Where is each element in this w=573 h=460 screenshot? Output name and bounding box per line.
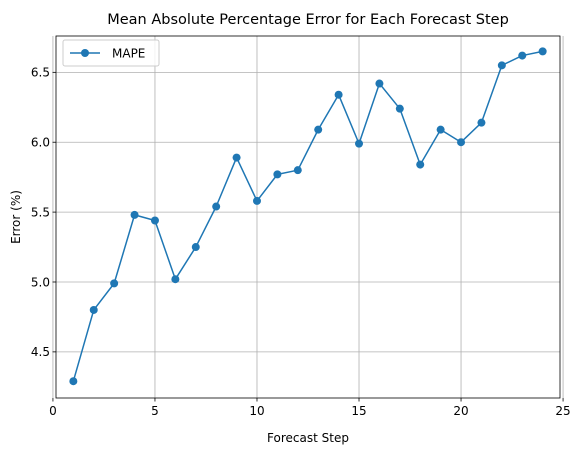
x-tick-label: 10 bbox=[249, 404, 264, 418]
data-point bbox=[538, 47, 547, 56]
legend-label: MAPE bbox=[112, 47, 145, 61]
y-tick-label: 5.0 bbox=[31, 275, 50, 289]
x-tick-label: 5 bbox=[151, 404, 159, 418]
grid-layer bbox=[52, 36, 564, 398]
y-tick-label: 5.5 bbox=[31, 205, 50, 219]
data-point bbox=[110, 279, 119, 288]
data-point bbox=[252, 196, 261, 205]
legend: MAPE bbox=[62, 39, 160, 67]
ticks-layer: 0 5 10 15 20 25 4.5 5.0 5.5 6.0 6.5 bbox=[31, 66, 571, 418]
data-point bbox=[457, 138, 466, 147]
data-point bbox=[273, 170, 282, 179]
data-point bbox=[212, 202, 221, 211]
data-point bbox=[375, 79, 384, 88]
data-point bbox=[293, 166, 302, 175]
x-tick-label: 0 bbox=[49, 404, 57, 418]
y-tick-label: 6.5 bbox=[31, 66, 50, 80]
data-point bbox=[314, 125, 323, 134]
data-point bbox=[150, 216, 159, 225]
chart-title: Mean Absolute Percentage Error for Each … bbox=[107, 12, 509, 28]
data-point bbox=[130, 210, 139, 219]
series-layer bbox=[69, 47, 547, 386]
plot-frame bbox=[55, 35, 561, 399]
data-point bbox=[518, 51, 527, 60]
data-point bbox=[477, 118, 486, 127]
data-point bbox=[355, 139, 364, 148]
x-tick-label: 25 bbox=[555, 404, 570, 418]
data-point bbox=[89, 305, 98, 314]
y-tick-label: 4.5 bbox=[31, 345, 50, 359]
data-point bbox=[395, 104, 404, 113]
series-line-mape bbox=[72, 50, 543, 382]
data-point bbox=[69, 377, 78, 386]
data-point bbox=[191, 243, 200, 252]
x-tick-label: 15 bbox=[351, 404, 366, 418]
y-tick-label: 6.0 bbox=[31, 136, 50, 150]
y-axis-label: Error (%) bbox=[9, 190, 23, 244]
data-point bbox=[232, 153, 241, 162]
data-point bbox=[334, 90, 343, 99]
legend-marker-sample bbox=[81, 49, 89, 57]
data-point bbox=[497, 61, 506, 70]
legend-box bbox=[62, 39, 160, 67]
x-tick-label: 20 bbox=[453, 404, 468, 418]
data-point bbox=[416, 160, 425, 169]
data-point bbox=[436, 125, 445, 134]
x-axis-label: Forecast Step bbox=[267, 431, 349, 445]
data-point bbox=[171, 275, 180, 284]
